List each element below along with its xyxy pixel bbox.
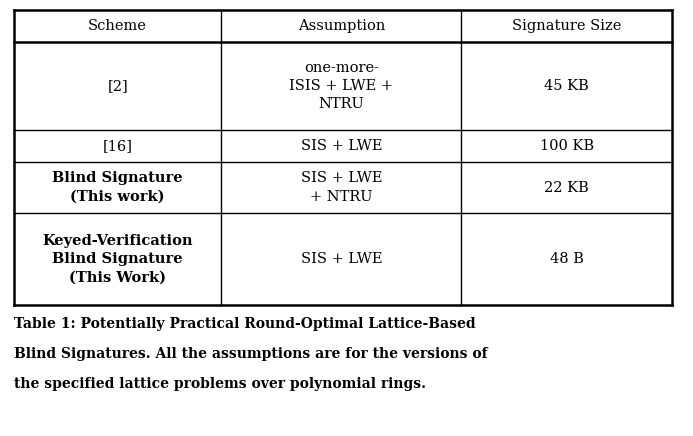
Text: Keyed-Verification
Blind Signature
(This Work): Keyed-Verification Blind Signature (This… <box>42 234 193 284</box>
Text: Blind Signatures. All the assumptions are for the versions of: Blind Signatures. All the assumptions ar… <box>14 347 488 361</box>
Text: SIS + LWE: SIS + LWE <box>301 252 382 266</box>
Text: Scheme: Scheme <box>88 19 147 33</box>
Text: SIS + LWE: SIS + LWE <box>301 139 382 153</box>
Text: [2]: [2] <box>107 79 128 93</box>
Text: 45 KB: 45 KB <box>544 79 589 93</box>
Text: Assumption: Assumption <box>298 19 385 33</box>
Text: 22 KB: 22 KB <box>544 181 589 194</box>
Text: [16]: [16] <box>103 139 132 153</box>
Text: Blind Signature
(This work): Blind Signature (This work) <box>53 171 183 204</box>
Text: SIS + LWE
+ NTRU: SIS + LWE + NTRU <box>301 171 382 204</box>
Text: Table 1: Potentially Practical Round-Optimal Lattice-Based: Table 1: Potentially Practical Round-Opt… <box>14 317 475 331</box>
Text: 48 B: 48 B <box>550 252 584 266</box>
Text: Signature Size: Signature Size <box>512 19 622 33</box>
Text: 100 KB: 100 KB <box>540 139 594 153</box>
Text: one-more-
ISIS + LWE +
NTRU: one-more- ISIS + LWE + NTRU <box>290 61 394 112</box>
Text: the specified lattice problems over polynomial rings.: the specified lattice problems over poly… <box>14 377 426 391</box>
